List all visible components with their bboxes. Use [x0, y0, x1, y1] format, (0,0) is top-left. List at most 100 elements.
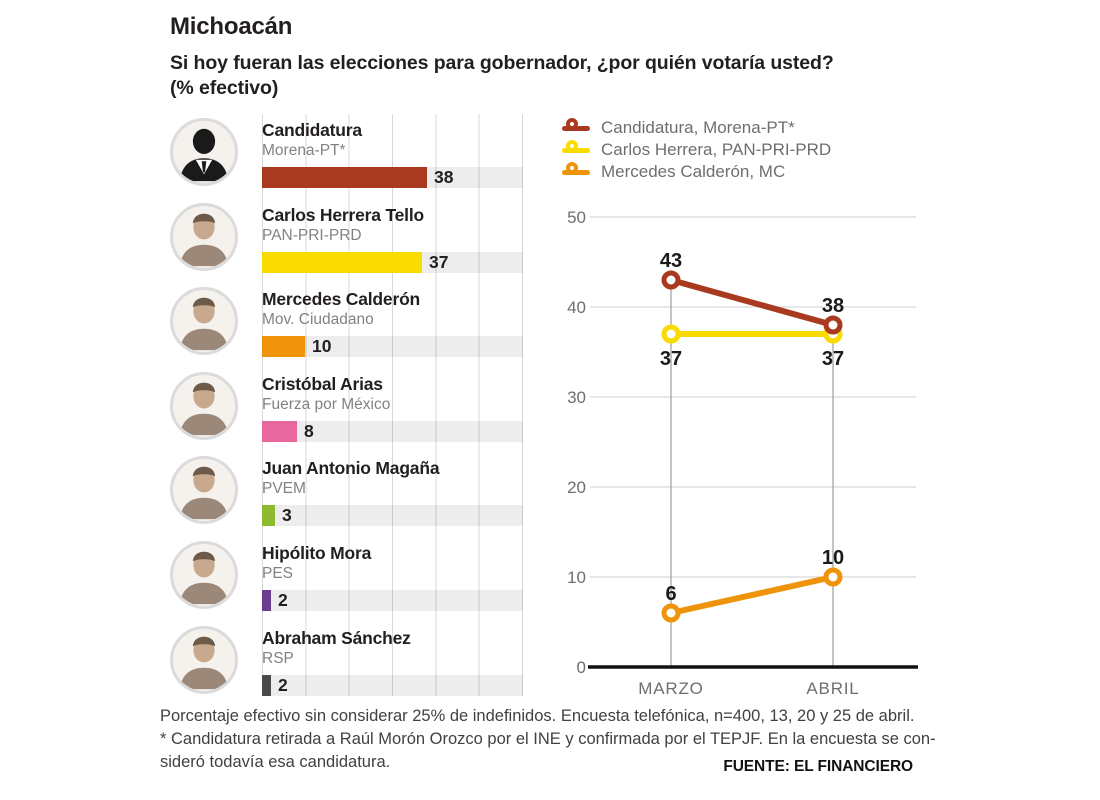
footnote-line: Porcentaje efectivo sin considerar 25% d… — [160, 707, 915, 725]
candidate-row: Hipólito Mora PES 2 — [170, 537, 542, 621]
bar-fill — [262, 336, 305, 357]
data-point-marker — [823, 567, 843, 587]
y-tick-label: 30 — [567, 388, 586, 407]
footnote: Porcentaje efectivo sin considerar 25% d… — [160, 705, 950, 774]
point-value-label: 10 — [822, 547, 844, 569]
bar-track — [262, 421, 523, 442]
series-line — [670, 277, 834, 328]
candidate-name: Hipólito Mora — [262, 543, 372, 563]
person-photo-icon — [179, 551, 229, 605]
subtitle-question: Si hoy fueran las elecciones para gobern… — [170, 52, 834, 74]
page-title: Michoacán — [170, 13, 293, 40]
candidate-party: PVEM — [262, 480, 306, 497]
footnote-line: * Candidatura retirada a Raúl Morón Oroz… — [160, 730, 936, 748]
y-tick-label: 50 — [567, 208, 586, 227]
bar-fill — [262, 675, 271, 696]
chart-legend: Candidatura, Morena-PT* Carlos Herrera, P… — [562, 117, 831, 183]
legend-item: Carlos Herrera, PAN-PRI-PRD — [562, 139, 831, 161]
candidate-row: Candidatura Morena-PT* 38 — [170, 114, 542, 198]
candidate-row: Juan Antonio Magaña PVEM 3 — [170, 452, 542, 536]
legend-line-marker-icon — [562, 118, 590, 131]
candidate-name: Mercedes Calderón — [262, 289, 421, 309]
legend-ring-icon — [566, 140, 578, 152]
bar-value-label: 10 — [312, 336, 332, 356]
candidate-party: Fuerza por México — [262, 396, 391, 413]
page-subtitle: Si hoy fueran las elecciones para gobern… — [170, 51, 940, 101]
bar-value-label: 2 — [278, 590, 288, 610]
person-photo-icon — [179, 297, 229, 351]
candidate-avatar — [170, 541, 238, 609]
point-value-label: 43 — [660, 250, 682, 272]
legend-item: Candidatura, Morena-PT* — [562, 117, 831, 139]
bar-fill — [262, 590, 271, 611]
legend-label: Candidatura, Morena-PT* — [601, 118, 795, 137]
legend-ring-icon — [566, 162, 578, 174]
bar-value-label: 38 — [434, 167, 454, 187]
candidate-avatar — [170, 118, 238, 186]
data-point-marker — [661, 270, 681, 290]
bar-value-label: 8 — [304, 421, 314, 441]
candidate-avatar — [170, 626, 238, 694]
bar-fill — [262, 252, 422, 273]
legend-line-marker-icon — [562, 162, 590, 175]
bar-track — [262, 252, 523, 273]
person-photo-icon — [179, 466, 229, 520]
candidate-party: Mov. Ciudadano — [262, 311, 374, 328]
candidate-party: RSP — [262, 650, 294, 667]
bar-fill — [262, 421, 297, 442]
candidate-avatar — [170, 372, 238, 440]
candidate-name: Juan Antonio Magaña — [262, 458, 440, 478]
x-tick-label: ABRIL — [806, 679, 859, 698]
legend-label: Mercedes Calderón, MC — [601, 162, 786, 181]
trend-chart: 0 10 20 30 40 50 43 38 37 37 6 10 MARZO ABRIL — [567, 208, 918, 698]
bar-track — [262, 167, 523, 188]
source-credit: FUENTE: EL FINANCIERO — [723, 758, 913, 775]
person-photo-icon — [179, 213, 229, 267]
candidate-avatar — [170, 203, 238, 271]
legend-item: Mercedes Calderón, MC — [562, 161, 831, 183]
candidate-name: Abraham Sánchez — [262, 628, 411, 648]
point-value-label: 37 — [822, 348, 844, 370]
person-silhouette-icon — [179, 128, 229, 182]
y-tick-label: 40 — [567, 298, 586, 317]
candidate-list: Candidatura Morena-PT* 38 Carlos Herrera… — [170, 114, 542, 696]
person-photo-icon — [179, 382, 229, 436]
person-photo-icon — [179, 636, 229, 690]
point-value-label: 38 — [822, 295, 844, 317]
candidate-row: Cristóbal Arias Fuerza por México 8 — [170, 368, 542, 452]
bar-value-label: 37 — [429, 252, 449, 272]
candidate-avatar — [170, 287, 238, 355]
bar-fill — [262, 505, 275, 526]
candidate-row: Mercedes Calderón Mov. Ciudadano 10 — [170, 283, 542, 367]
bar-value-label: 3 — [282, 505, 292, 525]
point-value-label: 6 — [665, 583, 676, 605]
y-tick-label: 20 — [567, 478, 586, 497]
candidate-party: Morena-PT* — [262, 142, 346, 159]
candidate-name: Candidatura — [262, 120, 362, 140]
bar-fill — [262, 167, 427, 188]
candidate-name: Carlos Herrera Tello — [262, 205, 424, 225]
subtitle-unit: (% efectivo) — [170, 77, 279, 99]
candidate-avatar — [170, 456, 238, 524]
data-point-marker — [661, 324, 681, 344]
y-tick-label: 0 — [577, 658, 586, 677]
candidate-party: PES — [262, 565, 294, 582]
candidate-party: PAN-PRI-PRD — [262, 227, 362, 244]
bar-track — [262, 675, 523, 696]
bar-track — [262, 336, 523, 357]
candidate-row: Carlos Herrera Tello PAN-PRI-PRD 37 — [170, 199, 542, 283]
bar-track — [262, 590, 523, 611]
candidate-row: Abraham Sánchez RSP 2 — [170, 622, 542, 706]
footnote-line: sideró todavía esa candidatura. — [160, 753, 391, 771]
legend-line-marker-icon — [562, 140, 590, 153]
bar-track — [262, 505, 523, 526]
candidate-name: Cristóbal Arias — [262, 374, 383, 394]
bar-gridlines — [262, 114, 524, 696]
y-tick-label: 10 — [567, 568, 586, 587]
bar-value-label: 2 — [278, 675, 288, 695]
point-value-label: 37 — [660, 348, 682, 370]
x-tick-label: MARZO — [638, 679, 703, 698]
data-point-marker — [823, 315, 843, 335]
series-line — [670, 574, 834, 616]
